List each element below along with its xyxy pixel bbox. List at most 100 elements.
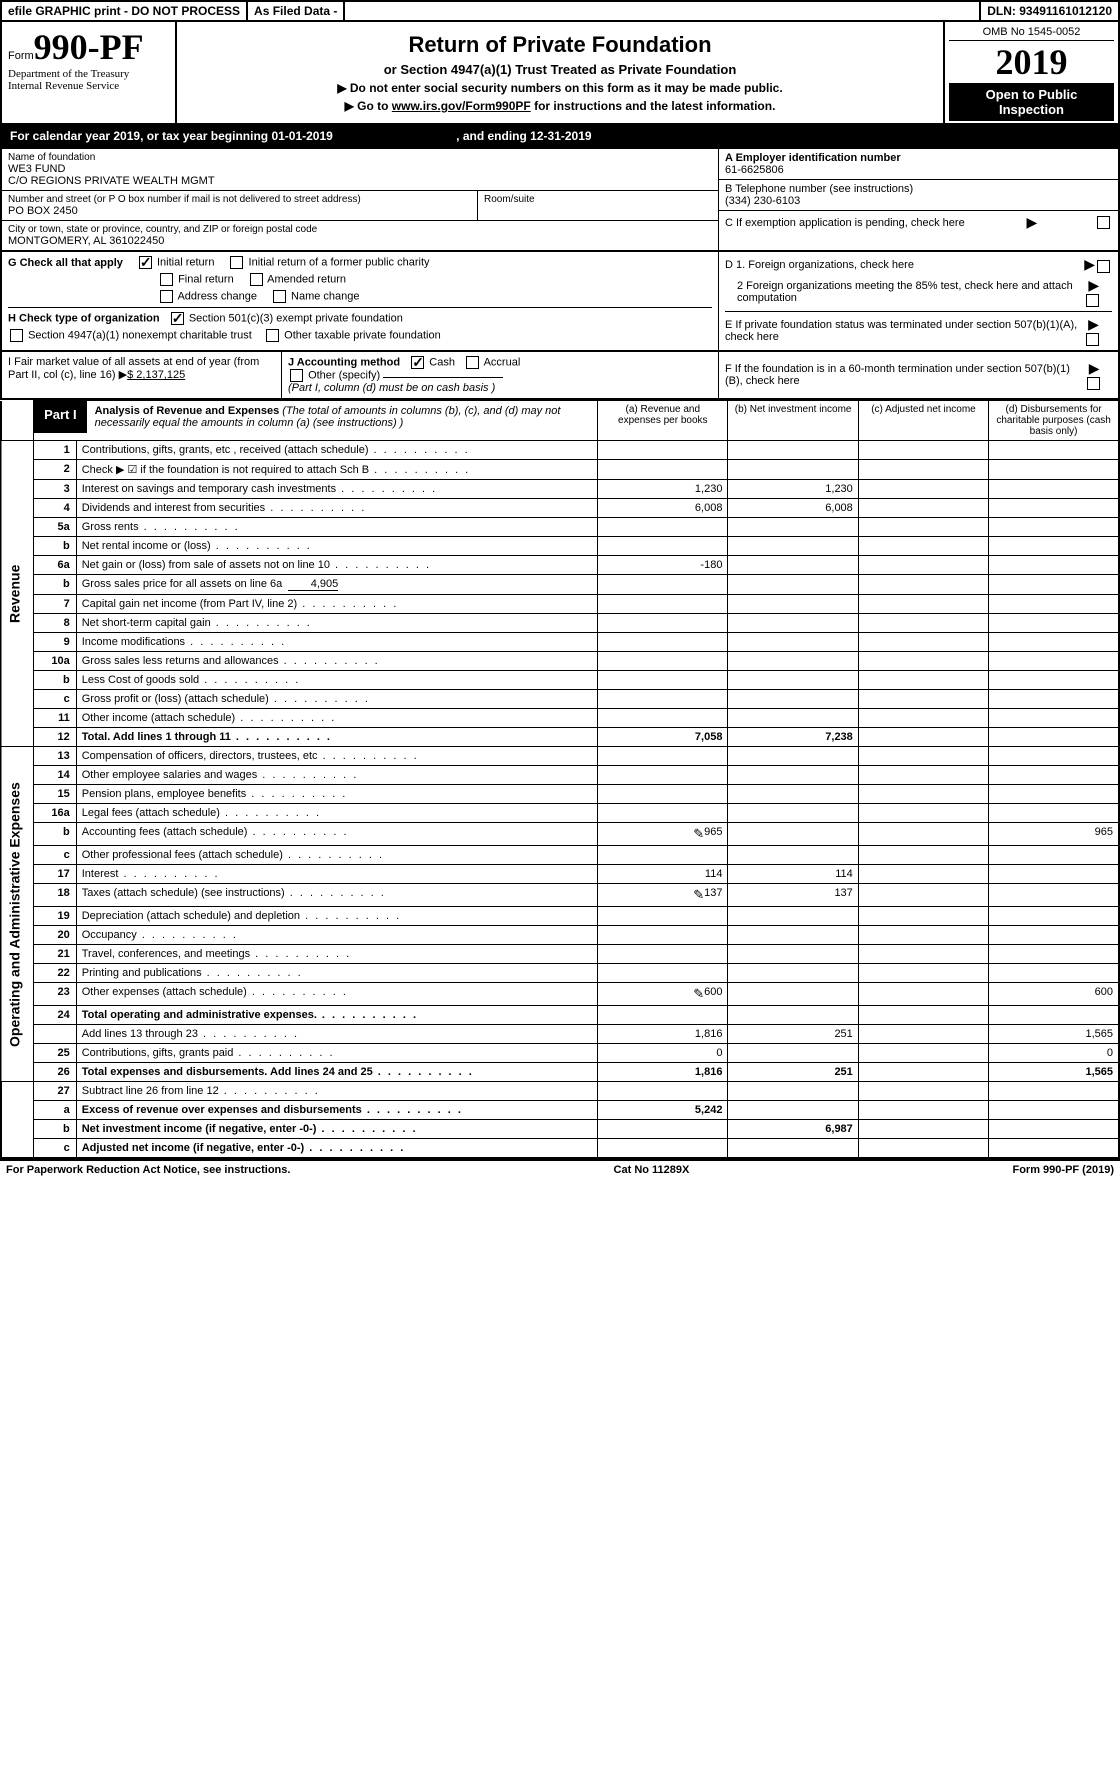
g-addr-change-checkbox[interactable] — [160, 290, 173, 303]
form-prefix: Form — [8, 50, 34, 62]
row-number: 13 — [34, 747, 77, 766]
row-description: Net short-term capital gain — [76, 614, 597, 633]
h-other-checkbox[interactable] — [266, 329, 279, 342]
value-cell — [598, 633, 728, 652]
j-accrual-checkbox[interactable] — [466, 356, 479, 369]
value-cell — [989, 595, 1119, 614]
row-number: 20 — [34, 926, 77, 945]
d1-checkbox[interactable] — [1097, 260, 1110, 273]
value-cell — [598, 690, 728, 709]
value-cell — [598, 537, 728, 556]
row-number: 19 — [34, 907, 77, 926]
footer-mid: Cat No 11289X — [614, 1164, 690, 1176]
attachment-icon[interactable]: ✎ — [693, 887, 704, 902]
attachment-icon[interactable]: ✎ — [693, 826, 704, 841]
c-checkbox[interactable] — [1097, 216, 1110, 229]
row-number: 2 — [34, 460, 77, 480]
col-a-header: (a) Revenue and expenses per books — [598, 401, 728, 441]
g-final-checkbox[interactable] — [160, 273, 173, 286]
e-checkbox[interactable] — [1086, 333, 1099, 346]
form-number: 990-PF — [34, 27, 144, 67]
row-number: 11 — [34, 709, 77, 728]
j-other-checkbox[interactable] — [290, 369, 303, 382]
row-number: 12 — [34, 728, 77, 747]
efile-notice: efile GRAPHIC print - DO NOT PROCESS — [2, 2, 248, 20]
row-description: Add lines 13 through 23 — [76, 1025, 597, 1044]
value-cell: 1,816 — [598, 1025, 728, 1044]
g-name-change-checkbox[interactable] — [273, 290, 286, 303]
room-label: Room/suite — [484, 194, 712, 205]
value-cell — [858, 652, 988, 671]
row-number: b — [34, 823, 77, 846]
irs-link[interactable]: www.irs.gov/Form990PF — [392, 99, 531, 113]
g-initial-former-checkbox[interactable] — [230, 256, 243, 269]
row-description: Gross sales price for all assets on line… — [76, 575, 597, 595]
value-cell — [989, 709, 1119, 728]
value-cell — [989, 441, 1119, 460]
value-cell — [858, 964, 988, 983]
col-d-header: (d) Disbursements for charitable purpose… — [989, 401, 1119, 441]
row-number: 7 — [34, 595, 77, 614]
row-number: 15 — [34, 785, 77, 804]
value-cell — [989, 846, 1119, 865]
row-description: Income modifications — [76, 633, 597, 652]
d2-checkbox[interactable] — [1086, 294, 1099, 307]
value-cell: 251 — [728, 1063, 858, 1082]
row-description: Net gain or (loss) from sale of assets n… — [76, 556, 597, 575]
value-cell — [858, 614, 988, 633]
value-cell — [598, 595, 728, 614]
h-501c3-checkbox[interactable] — [171, 312, 184, 325]
form-title: Return of Private Foundation — [187, 32, 933, 58]
row-description: Legal fees (attach schedule) — [76, 804, 597, 823]
value-cell — [858, 480, 988, 499]
ein-label: A Employer identification number — [725, 152, 1112, 164]
value-cell — [728, 556, 858, 575]
value-cell — [728, 652, 858, 671]
e-label: E If private foundation status was termi… — [725, 319, 1084, 343]
attachment-icon[interactable]: ✎ — [693, 986, 704, 1001]
value-cell — [858, 633, 988, 652]
value-cell — [858, 823, 988, 846]
city-value: MONTGOMERY, AL 361022450 — [8, 235, 712, 247]
row-description: Occupancy — [76, 926, 597, 945]
row-number: 26 — [34, 1063, 77, 1082]
value-cell — [728, 926, 858, 945]
row-number: 8 — [34, 614, 77, 633]
g-amended-checkbox[interactable] — [250, 273, 263, 286]
value-cell: 251 — [728, 1025, 858, 1044]
row-number: b — [34, 575, 77, 595]
f-checkbox[interactable] — [1087, 377, 1100, 390]
row-number: 10a — [34, 652, 77, 671]
row-description: Gross rents — [76, 518, 597, 537]
value-cell — [989, 690, 1119, 709]
value-cell — [989, 766, 1119, 785]
g-initial-checkbox[interactable] — [139, 256, 152, 269]
value-cell — [858, 1006, 988, 1025]
row-number: c — [34, 846, 77, 865]
row-description: Other professional fees (attach schedule… — [76, 846, 597, 865]
address-label: Number and street (or P O box number if … — [8, 194, 471, 205]
d2-label: 2 Foreign organizations meeting the 85% … — [725, 280, 1084, 304]
h-4947-checkbox[interactable] — [10, 329, 23, 342]
value-cell — [989, 633, 1119, 652]
value-cell — [598, 614, 728, 633]
value-cell: 965 — [989, 823, 1119, 846]
value-cell: 1,565 — [989, 1025, 1119, 1044]
row-description: Other employee salaries and wages — [76, 766, 597, 785]
value-cell — [728, 460, 858, 480]
value-cell — [858, 671, 988, 690]
value-cell — [858, 945, 988, 964]
g-label: G Check all that apply — [8, 257, 123, 269]
value-cell — [858, 1044, 988, 1063]
row-number: 6a — [34, 556, 77, 575]
value-cell — [598, 747, 728, 766]
row-description: Total operating and administrative expen… — [76, 1006, 597, 1025]
value-cell — [858, 728, 988, 747]
row-description: Net rental income or (loss) — [76, 537, 597, 556]
j-cash-checkbox[interactable] — [411, 356, 424, 369]
calendar-year-row: For calendar year 2019, or tax year begi… — [0, 125, 1120, 149]
row-number: c — [34, 690, 77, 709]
row-description: Dividends and interest from securities — [76, 499, 597, 518]
row-description: Contributions, gifts, grants, etc , rece… — [76, 441, 597, 460]
foundation-name-2: C/O REGIONS PRIVATE WEALTH MGMT — [8, 175, 712, 187]
